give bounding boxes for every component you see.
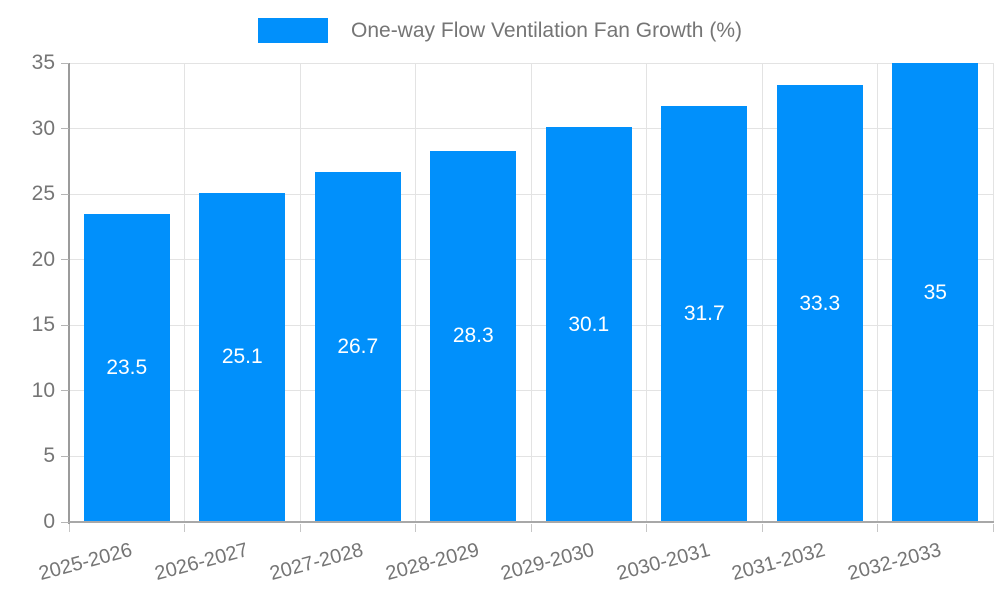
x-gridline xyxy=(646,63,647,522)
bar: 25.1 xyxy=(199,192,286,522)
legend-label: One-way Flow Ventilation Fan Growth (%) xyxy=(351,18,742,42)
bar-value-label: 23.5 xyxy=(106,355,148,379)
bar-value-label: 30.1 xyxy=(568,312,610,336)
bar: 26.7 xyxy=(314,171,401,522)
y-tick-mark xyxy=(61,193,69,195)
x-tick-mark xyxy=(415,524,416,532)
x-gridline xyxy=(184,63,185,522)
x-tick-mark xyxy=(299,524,301,532)
x-gridline xyxy=(992,63,994,522)
bar-value-label: 31.7 xyxy=(683,302,725,326)
x-tick-label: 2029-2030 xyxy=(498,538,597,585)
bar: 33.3 xyxy=(776,85,863,522)
x-gridline xyxy=(877,63,878,522)
bar: 30.1 xyxy=(545,127,632,522)
bar-value-label: 33.3 xyxy=(799,291,841,315)
y-tick-mark xyxy=(61,390,69,392)
y-tick-label: 10 xyxy=(31,378,55,402)
x-gridline xyxy=(761,63,763,522)
x-tick-mark xyxy=(761,524,763,532)
y-tick-label: 0 xyxy=(43,510,55,533)
x-tick-label: 2026-2027 xyxy=(152,538,251,585)
legend-item[interactable]: One-way Flow Ventilation Fan Growth (%) xyxy=(258,18,742,43)
chart-legend: One-way Flow Ventilation Fan Growth (%) xyxy=(0,18,1000,43)
y-tick-mark xyxy=(61,455,69,457)
x-gridline xyxy=(299,63,301,522)
y-tick-mark xyxy=(61,128,69,130)
y-tick-label: 20 xyxy=(31,247,55,271)
y-tick-label: 25 xyxy=(31,182,55,206)
y-tick-label: 30 xyxy=(31,116,55,140)
x-tick-label: 2031-2032 xyxy=(729,538,828,585)
bar-value-label: 26.7 xyxy=(337,334,379,358)
x-tick-mark xyxy=(646,524,647,532)
bar-value-label: 35 xyxy=(923,280,947,304)
y-tick-mark xyxy=(61,259,69,261)
x-tick-mark xyxy=(530,524,532,532)
x-tick-label: 2027-2028 xyxy=(267,538,366,585)
y-tick-label: 5 xyxy=(43,444,55,468)
plot-area: 23.5 25.1 26.7 28.3 30.1 31.7 33.3 35 xyxy=(69,62,994,522)
bar: 35 xyxy=(892,63,979,522)
bar: 31.7 xyxy=(661,106,748,522)
x-tick-mark xyxy=(184,524,185,532)
bar: 28.3 xyxy=(430,150,517,522)
bar-value-label: 25.1 xyxy=(221,345,263,369)
y-axis-line xyxy=(68,63,70,524)
y-tick-mark xyxy=(61,324,69,326)
x-tick-label: 2025-2026 xyxy=(36,538,135,585)
legend-swatch xyxy=(258,18,328,43)
y-tick-label: 35 xyxy=(31,51,55,74)
x-tick-label: 2028-2029 xyxy=(383,538,482,585)
x-tick-mark xyxy=(992,524,994,532)
y-tick-mark xyxy=(61,521,69,523)
x-gridline xyxy=(415,63,416,522)
x-tick-label: 2032-2033 xyxy=(845,538,944,585)
x-tick-label: 2030-2031 xyxy=(614,538,713,585)
y-tick-label: 15 xyxy=(31,313,55,337)
x-tick-mark xyxy=(877,524,878,532)
x-axis-line xyxy=(69,521,994,523)
y-tick-mark xyxy=(61,62,69,64)
x-gridline xyxy=(530,63,532,522)
x-tick-mark xyxy=(68,524,70,532)
bar-value-label: 28.3 xyxy=(452,324,494,348)
bar: 23.5 xyxy=(83,213,170,522)
